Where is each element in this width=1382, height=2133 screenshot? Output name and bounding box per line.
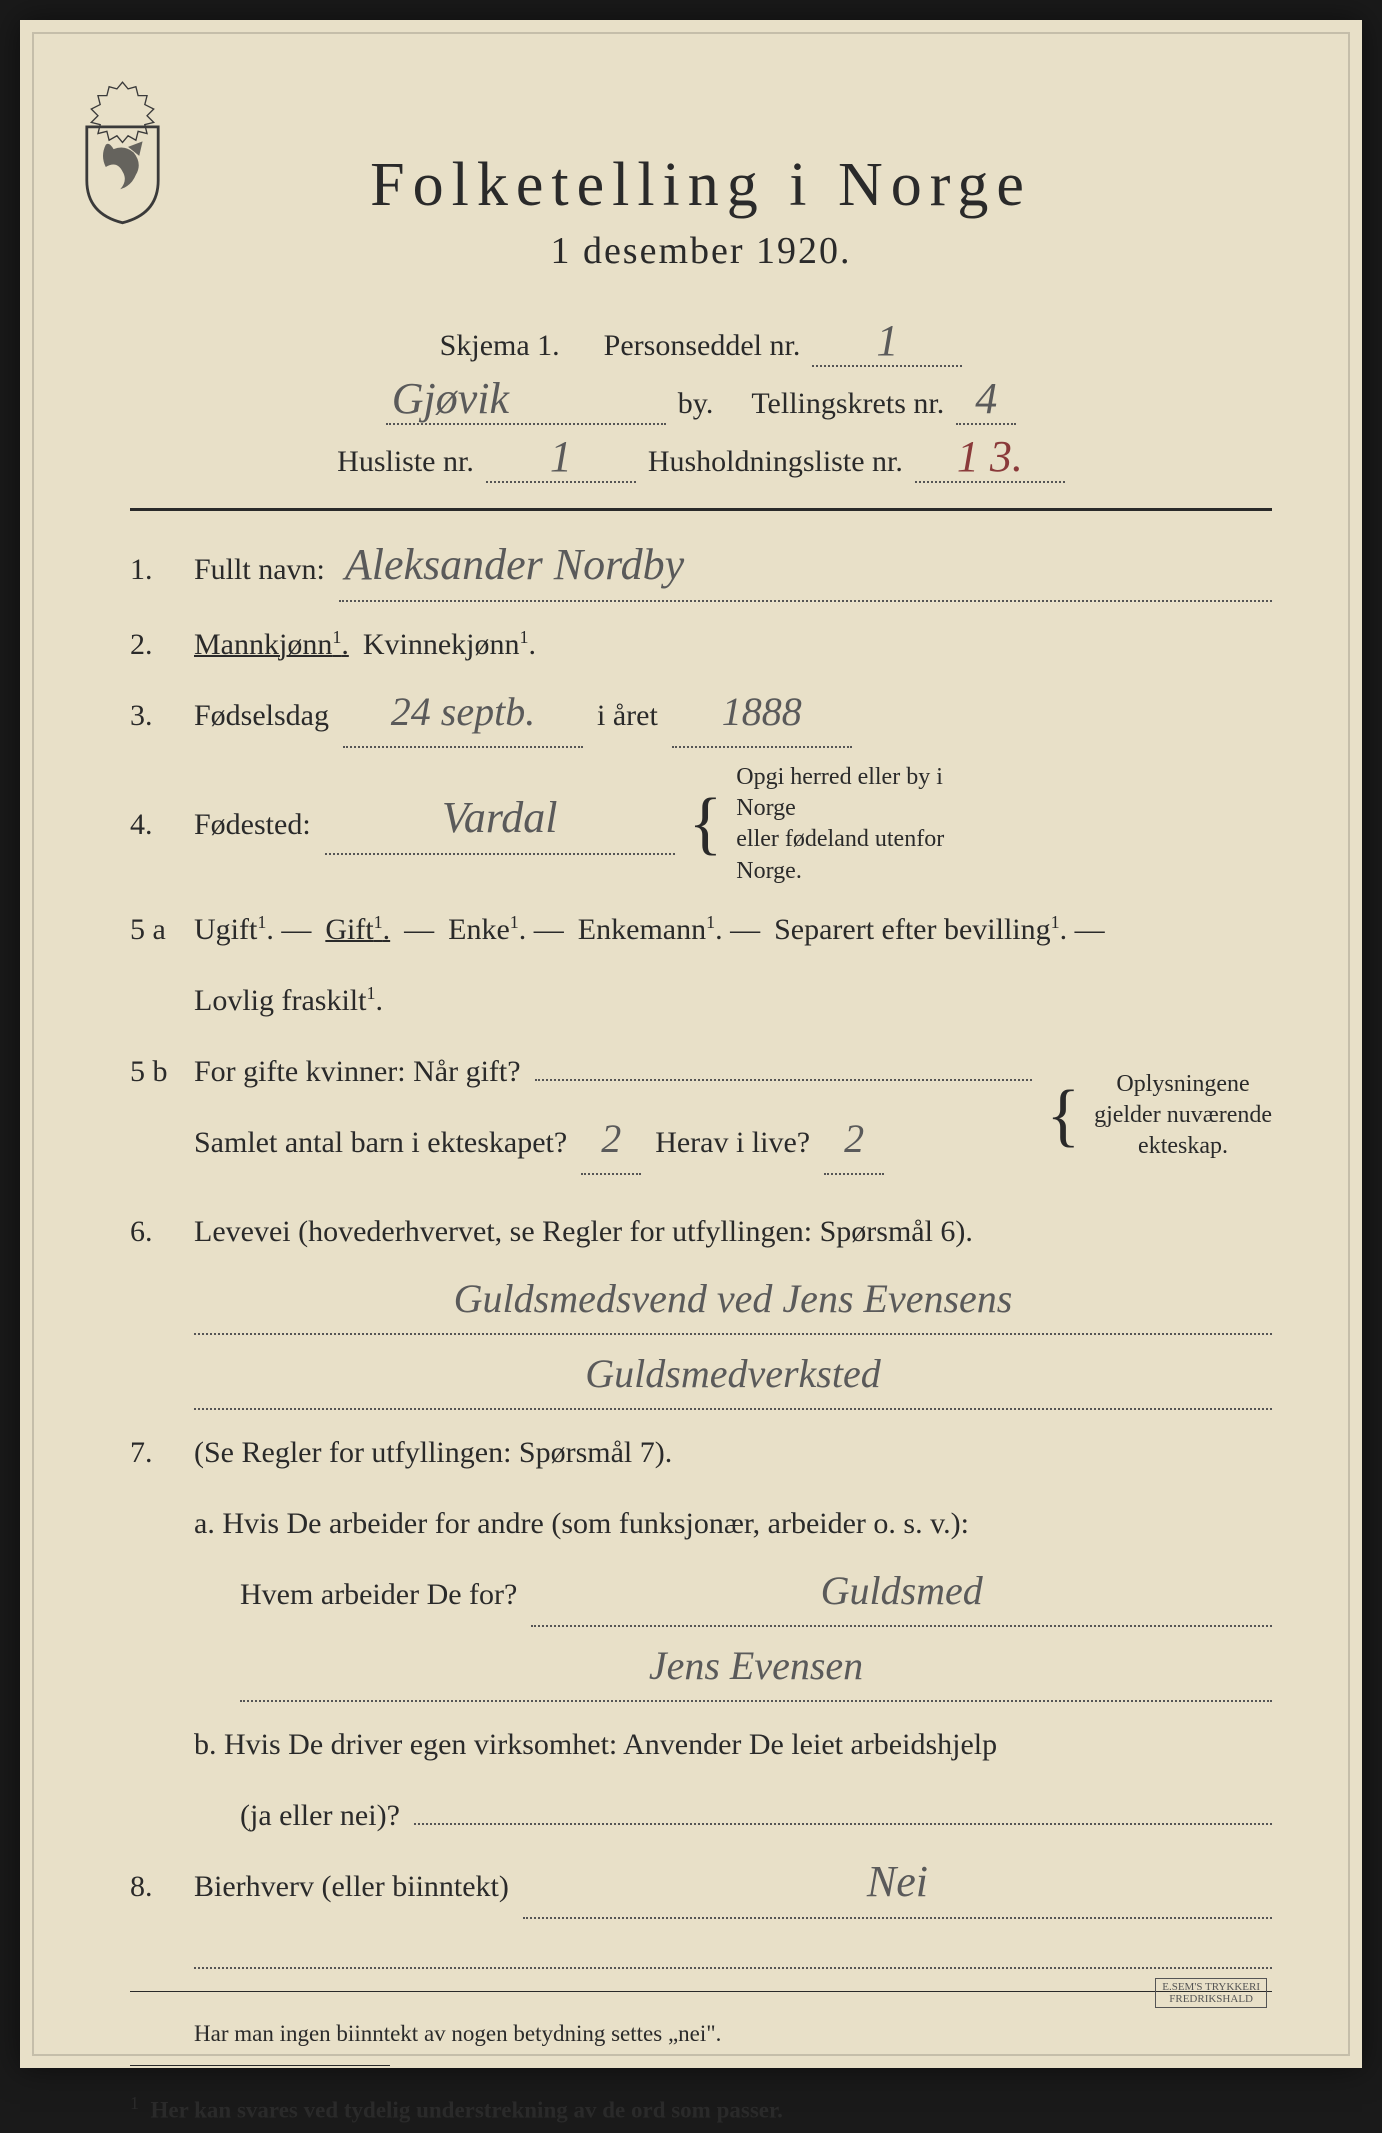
q7a-q: Hvem arbeider De for? xyxy=(240,1566,517,1623)
brace-icon: { xyxy=(1046,1095,1080,1137)
q7b-q-row: (ja eller nei)? xyxy=(130,1787,1272,1844)
meta-section: Skjema 1. Personseddel nr. 1 Gjøvik by. … xyxy=(130,323,1272,483)
personseddel-label: Personseddel nr. xyxy=(604,329,801,363)
q3-label: Fødselsdag xyxy=(194,687,329,744)
footer-note1: Har man ingen biinntekt av nogen betydni… xyxy=(130,2012,1272,2056)
q4-num: 4. xyxy=(130,796,180,853)
q7a-q-row: Hvem arbeider De for? Guldsmed xyxy=(130,1566,1272,1627)
q5b-note: Oplysningene gjelder nuværende ekteskap. xyxy=(1094,1069,1272,1163)
by-label: by. xyxy=(678,387,714,421)
q1-num: 1. xyxy=(130,541,180,598)
q7-row: 7. (Se Regler for utfyllingen: Spørsmål … xyxy=(130,1424,1272,1481)
husliste-label: Husliste nr. xyxy=(337,445,474,479)
q7a-value2-row: Jens Evensen xyxy=(130,1641,1272,1702)
q8-value: Nei xyxy=(867,1857,928,1906)
q5a-enke: Enke1. — xyxy=(448,901,564,958)
form-subtitle: 1 desember 1920. xyxy=(130,229,1272,273)
q5a-row: 5 a Ugift1. — Gift1. — Enke1. — Enkemann… xyxy=(130,901,1272,958)
q5a-lovlig: Lovlig fraskilt1. xyxy=(194,972,383,1029)
q6-num: 6. xyxy=(130,1203,180,1260)
q7b-label: b. Hvis De driver egen virksomhet: Anven… xyxy=(194,1716,997,1773)
q5a-row2: Lovlig fraskilt1. xyxy=(130,972,1272,1029)
q5a-separert: Separert efter bevilling1. — xyxy=(774,901,1105,958)
q6-value-row: Guldsmedsvend ved Jens Evensens xyxy=(130,1274,1272,1335)
skjema-label: Skjema 1. xyxy=(440,329,560,363)
q4-row: 4. Fødested: Vardal { Opgi herred eller … xyxy=(130,762,1272,887)
q2-kvinne: Kvinnekjønn1. xyxy=(363,616,536,673)
q5b-label1: For gifte kvinner: Når gift? xyxy=(194,1043,521,1100)
q5b-barn: 2 xyxy=(601,1116,621,1161)
husliste-nr: 1 xyxy=(550,432,572,481)
q6-label: Levevei (hovederhvervet, se Regler for u… xyxy=(194,1203,973,1260)
tellingskrets-nr: 4 xyxy=(975,374,997,423)
q7a-row: a. Hvis De arbeider for andre (som funks… xyxy=(130,1495,1272,1552)
q5a-num: 5 a xyxy=(130,901,180,958)
q3-day: 24 septb. xyxy=(391,689,535,734)
census-form-page: Folketelling i Norge 1 desember 1920. Sk… xyxy=(20,20,1362,2068)
q3-year-label: i året xyxy=(597,687,658,744)
by-value: Gjøvik xyxy=(392,374,509,423)
q6-row: 6. Levevei (hovederhvervet, se Regler fo… xyxy=(130,1203,1272,1260)
q3-row: 3. Fødselsdag 24 septb. i året 1888 xyxy=(130,687,1272,748)
form-body: 1. Fullt navn: Aleksander Nordby 2. Mann… xyxy=(130,541,1272,2133)
q5b-live: 2 xyxy=(844,1116,864,1161)
q5a-enkemann: Enkemann1. — xyxy=(578,901,760,958)
q7a-value2: Jens Evensen xyxy=(649,1643,863,1688)
brace-icon: { xyxy=(689,803,723,845)
q7a-label: a. Hvis De arbeider for andre (som funks… xyxy=(194,1495,969,1552)
q7-num: 7. xyxy=(130,1424,180,1481)
q2-num: 2. xyxy=(130,616,180,673)
printer-stamp: E.SEM'S TRYKKERIFREDRIKSHALD xyxy=(1155,1978,1267,2008)
q1-label: Fullt navn: xyxy=(194,541,325,598)
q6-value1: Guldsmedsvend ved Jens Evensens xyxy=(454,1276,1013,1321)
tellingskrets-label: Tellingskrets nr. xyxy=(751,387,944,421)
q7a-value1: Guldsmed xyxy=(821,1568,983,1613)
husholdning-label: Husholdningsliste nr. xyxy=(648,445,903,479)
q8-row: 8. Bierhverv (eller biinntekt) Nei xyxy=(130,1858,1272,1919)
q2-mann: Mannkjønn1. xyxy=(194,616,349,673)
q8-num: 8. xyxy=(130,1858,180,1915)
q5b-num: 5 b xyxy=(130,1043,180,1100)
q8-label: Bierhverv (eller biinntekt) xyxy=(194,1858,509,1915)
footnote-separator xyxy=(130,2065,390,2066)
q1-row: 1. Fullt navn: Aleksander Nordby xyxy=(130,541,1272,602)
q4-note: Opgi herred eller by i Norge eller fødel… xyxy=(736,762,996,887)
personseddel-nr: 1 xyxy=(876,316,898,365)
form-header: Folketelling i Norge 1 desember 1920. xyxy=(130,80,1272,273)
q6-value2: Guldsmedverksted xyxy=(585,1351,880,1396)
divider xyxy=(130,508,1272,511)
q5b-label2: Samlet antal barn i ekteskapet? xyxy=(194,1114,567,1171)
husholdning-nr: 1 3. xyxy=(957,432,1023,481)
thin-divider xyxy=(130,1991,1272,1992)
q5b-row: 5 b For gifte kvinner: Når gift? Samlet … xyxy=(130,1043,1272,1189)
q7b-q: (ja eller nei)? xyxy=(240,1787,400,1844)
q4-value: Vardal xyxy=(442,793,558,842)
q3-num: 3. xyxy=(130,687,180,744)
form-title: Folketelling i Norge xyxy=(130,150,1272,221)
q8-blank-row xyxy=(130,1933,1272,1969)
q7b-row: b. Hvis De driver egen virksomhet: Anven… xyxy=(130,1716,1272,1773)
footer-note2: 1 Her kan svares ved tydelig understrekn… xyxy=(130,2086,1272,2132)
q5b-label3: Herav i live? xyxy=(655,1114,810,1171)
q1-value: Aleksander Nordby xyxy=(345,540,684,589)
q3-year: 1888 xyxy=(722,689,802,734)
q5a-gift: Gift1. xyxy=(325,901,390,958)
q7-label: (Se Regler for utfyllingen: Spørsmål 7). xyxy=(194,1424,672,1481)
q2-row: 2. Mannkjønn1. Kvinnekjønn1. xyxy=(130,616,1272,673)
q5a-ugift: Ugift1. — xyxy=(194,901,311,958)
q4-label: Fødested: xyxy=(194,796,311,853)
q6-value-row2: Guldsmedverksted xyxy=(130,1349,1272,1410)
